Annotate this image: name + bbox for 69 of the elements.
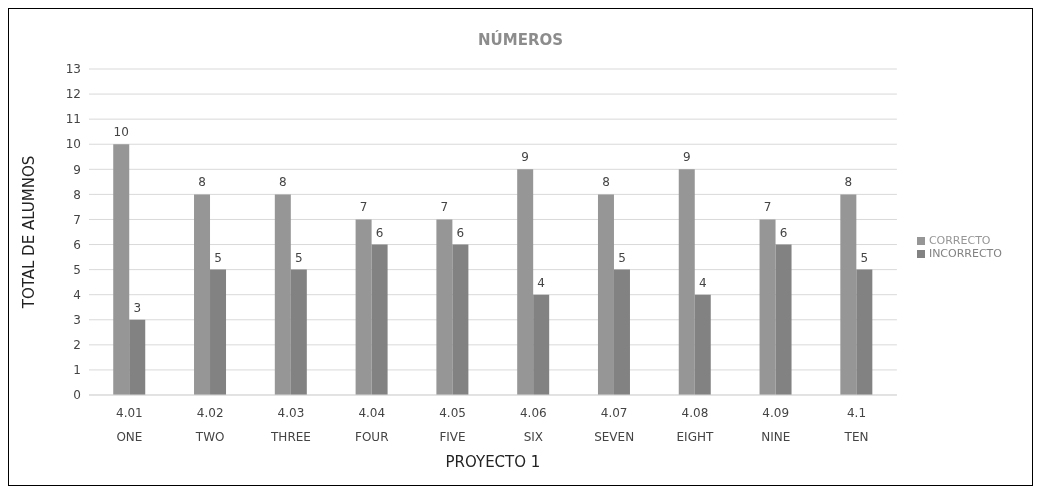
y-axis-title: TOTAL DE ALUMNOS bbox=[20, 155, 39, 310]
bar bbox=[775, 244, 792, 395]
data-label: 8 bbox=[198, 175, 206, 190]
x-tick-label: 4.03 THREE bbox=[270, 406, 311, 444]
bar bbox=[355, 219, 372, 395]
bar bbox=[129, 319, 146, 395]
x-tick-label: 4.06 SIX bbox=[519, 406, 547, 444]
bar bbox=[597, 194, 614, 395]
x-tick-label: 4.09 NINE bbox=[761, 406, 791, 444]
data-label: 9 bbox=[521, 150, 529, 165]
legend-label: INCORRECTO bbox=[928, 247, 1002, 260]
x-tick-label: 4.08 EIGHT bbox=[676, 406, 714, 444]
bar bbox=[371, 244, 388, 395]
y-tick-label: 2 bbox=[73, 338, 81, 353]
bar bbox=[613, 269, 630, 395]
y-tick-label: 12 bbox=[65, 87, 81, 102]
data-label: 8 bbox=[844, 175, 853, 190]
x-tick-label: 4.01 ONE bbox=[116, 406, 143, 444]
data-label: 7 bbox=[763, 200, 772, 215]
legend-label: CORRECTO bbox=[928, 234, 991, 247]
data-label: 5 bbox=[618, 250, 626, 265]
data-label: 6 bbox=[779, 225, 788, 240]
bar bbox=[452, 244, 469, 395]
bar bbox=[210, 269, 227, 395]
chart-title: NÚMEROS bbox=[477, 31, 564, 49]
y-tick-label: 8 bbox=[73, 187, 81, 202]
data-label: 6 bbox=[375, 225, 384, 240]
bar bbox=[856, 269, 873, 395]
bar bbox=[678, 169, 695, 395]
data-label: 8 bbox=[602, 175, 610, 190]
x-axis-title: PROYECTO 1 bbox=[445, 453, 541, 471]
data-label: 7 bbox=[359, 200, 368, 215]
data-label: 4 bbox=[698, 275, 707, 290]
y-tick-label: 4 bbox=[73, 287, 81, 302]
bar bbox=[436, 219, 453, 395]
bar bbox=[113, 144, 130, 395]
bar bbox=[759, 219, 776, 395]
y-tick-label: 1 bbox=[73, 363, 81, 378]
y-tick-label: 11 bbox=[65, 112, 81, 127]
y-tick-label: 10 bbox=[65, 137, 81, 152]
x-tick-label: 4.1 TEN bbox=[843, 406, 869, 444]
x-tick-label: 4.05 FIVE bbox=[439, 406, 466, 444]
bar bbox=[694, 294, 711, 395]
data-label: 5 bbox=[214, 250, 222, 265]
bar bbox=[517, 169, 534, 395]
y-tick-label: 9 bbox=[73, 162, 81, 177]
y-tick-label: 0 bbox=[73, 388, 81, 403]
x-tick-label: 4.02 TWO bbox=[194, 406, 225, 444]
data-label: 3 bbox=[133, 300, 142, 315]
y-tick-label: 7 bbox=[73, 212, 81, 227]
data-label: 5 bbox=[860, 250, 869, 265]
data-label: 6 bbox=[456, 225, 465, 240]
data-label: 5 bbox=[294, 250, 303, 265]
data-label: 4 bbox=[537, 275, 545, 290]
x-tick-label: 4.07 SEVEN bbox=[594, 406, 635, 444]
y-tick-label: 5 bbox=[73, 262, 81, 277]
data-label: 7 bbox=[440, 200, 449, 215]
bar bbox=[274, 194, 291, 395]
bar bbox=[533, 294, 550, 395]
x-tick-label: 4.04 FOUR bbox=[355, 406, 389, 444]
data-label: 9 bbox=[682, 150, 691, 165]
bar bbox=[290, 269, 307, 395]
bar bbox=[194, 194, 211, 395]
bar bbox=[840, 194, 857, 395]
y-tick-label: 13 bbox=[65, 62, 81, 77]
data-label: 10 bbox=[113, 125, 129, 140]
y-tick-label: 3 bbox=[73, 313, 81, 328]
y-tick-label: 6 bbox=[73, 237, 81, 252]
data-label: 8 bbox=[278, 175, 287, 190]
